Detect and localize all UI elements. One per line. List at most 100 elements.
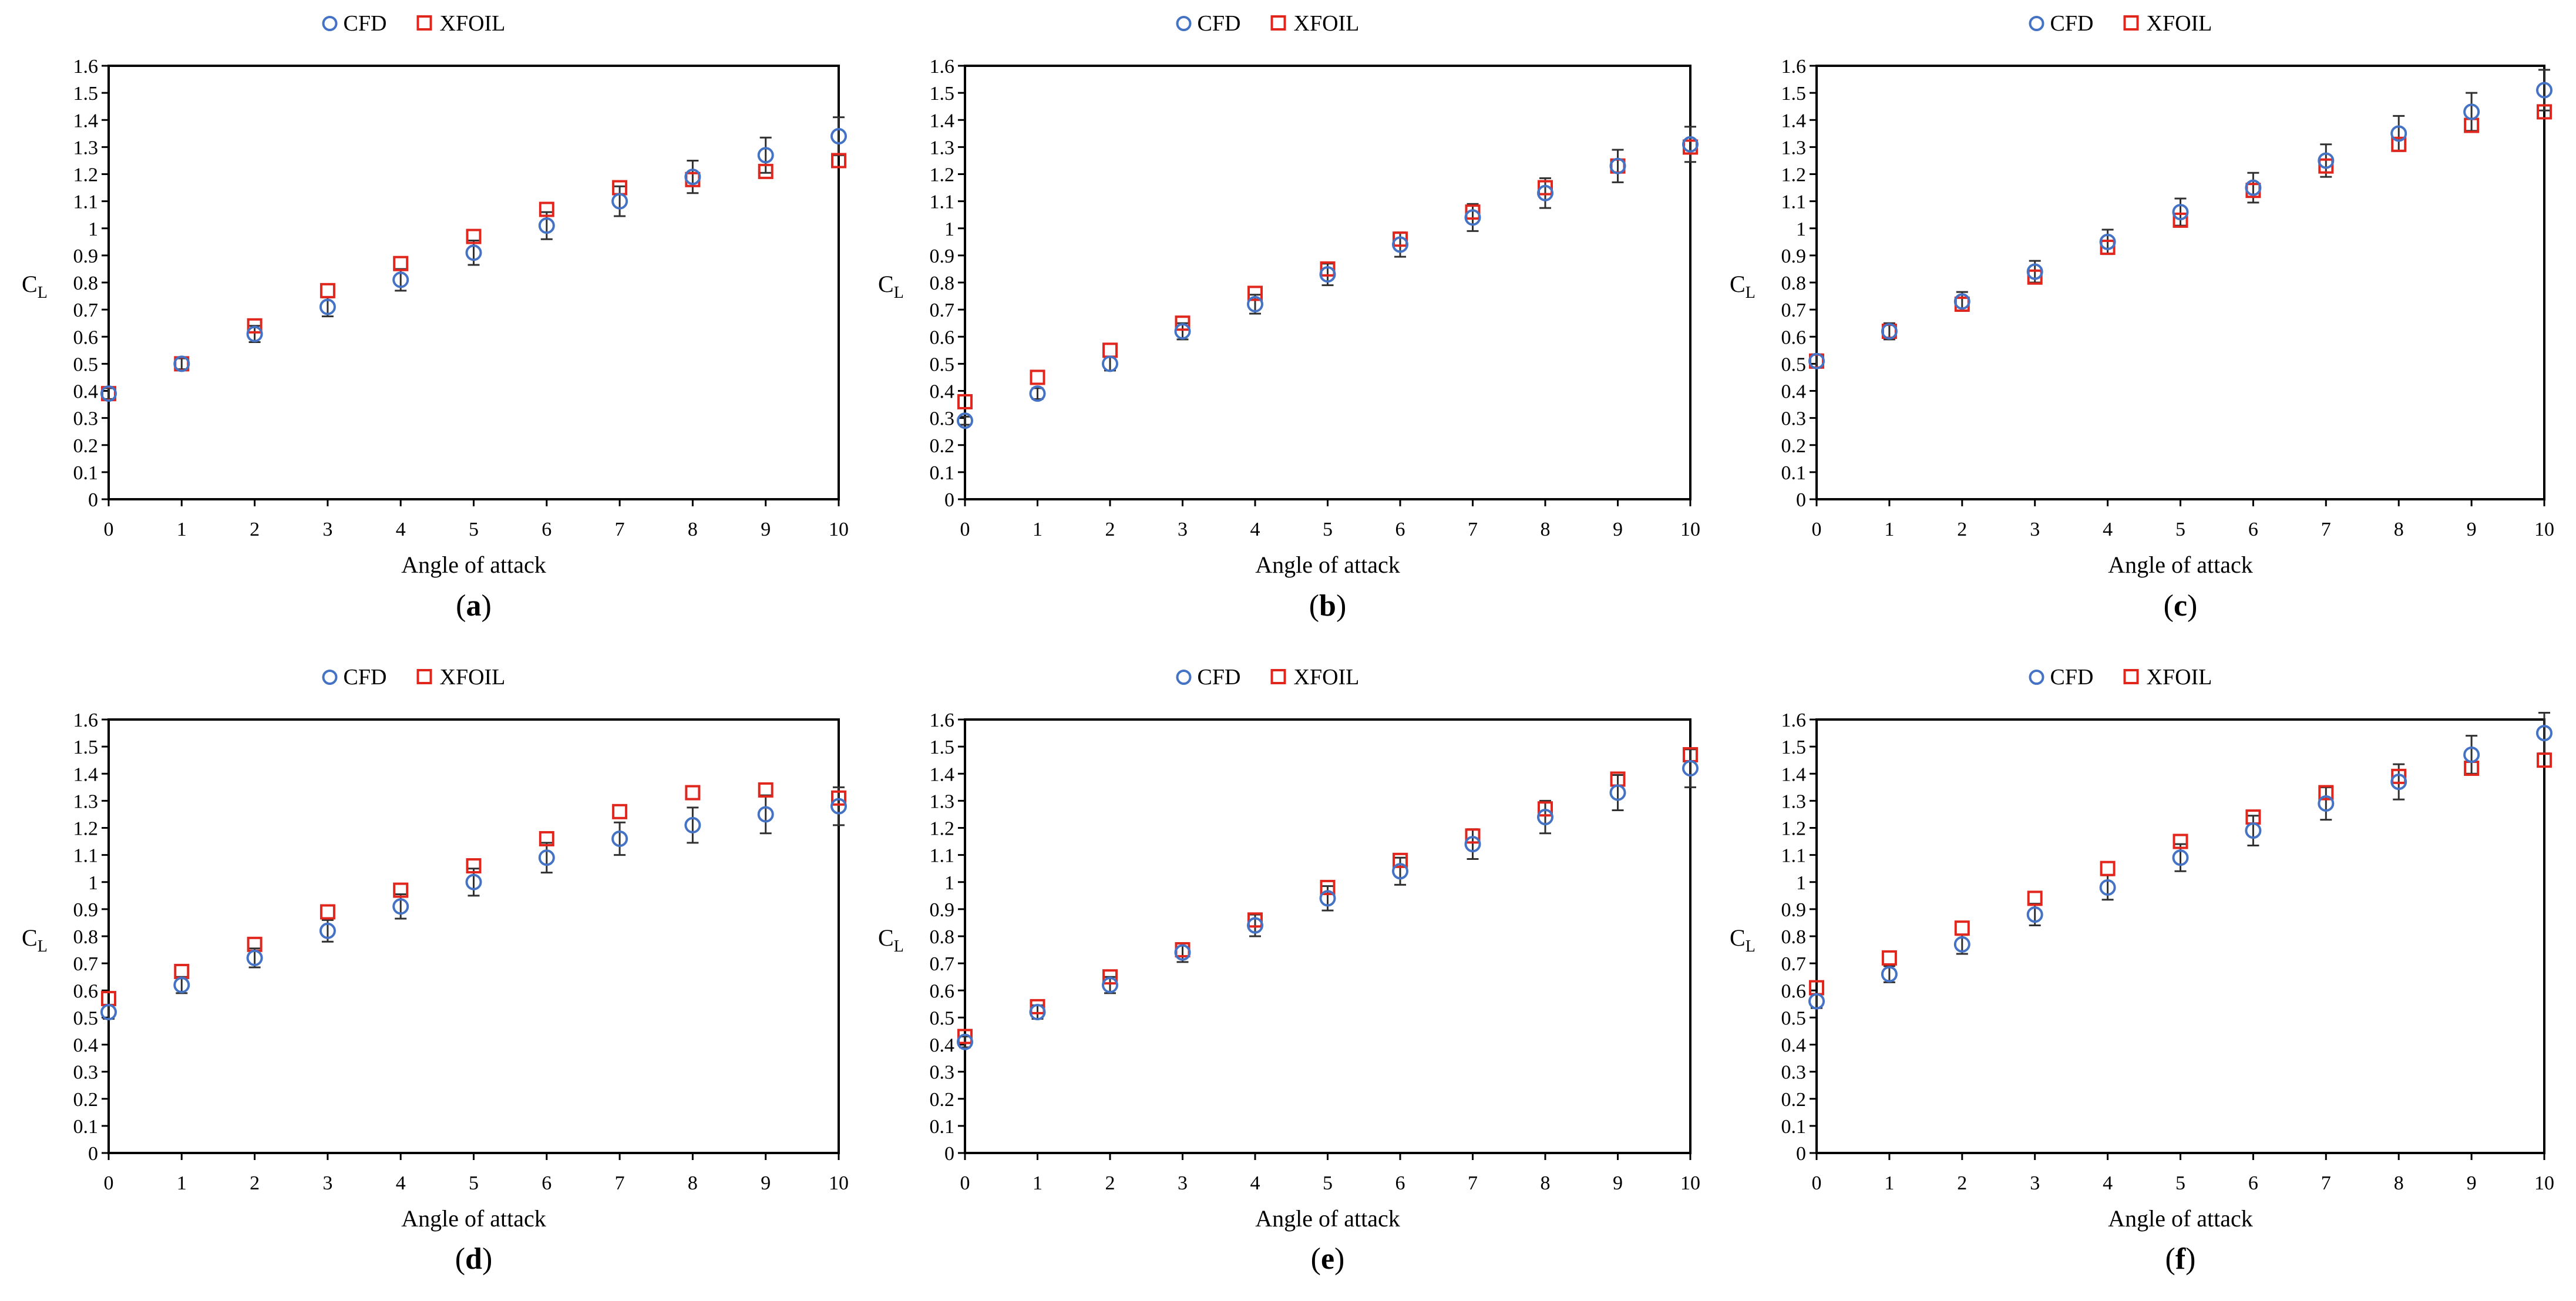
chart-panel-b: 0 0.1 0.2 0.3 0.4 0.5 0.6 0.7 0.8 0.9 1 1.1 1.2 1.3 1.… <box>878 11 1700 623</box>
x-tick-label: 1 <box>1033 1172 1042 1194</box>
y-tick-label: 0.3 <box>1781 408 1807 430</box>
xfoil-point <box>831 790 846 806</box>
y-tick-label: 0.6 <box>930 327 955 348</box>
y-tick-label: 0.9 <box>930 899 955 921</box>
cfd-point <box>392 271 409 288</box>
panel-label-open: ( <box>456 589 466 623</box>
x-tick-label: 8 <box>688 519 698 540</box>
x-tick-label: 2 <box>1957 1172 1967 1194</box>
y-tick-label: 0.2 <box>930 1089 955 1111</box>
cfd-point <box>1953 936 1970 953</box>
cfd-point <box>684 816 701 833</box>
x-tick-label: 6 <box>542 1172 551 1194</box>
legend-cfd-label: CFD <box>344 11 387 36</box>
xfoil-point <box>1393 852 1408 868</box>
y-tick-label: 1.3 <box>1781 137 1807 159</box>
x-tick-label: 8 <box>2394 1172 2404 1194</box>
cfd-point <box>2172 204 2189 221</box>
xfoil-point <box>101 991 116 1007</box>
x-tick-label: 7 <box>1468 519 1478 540</box>
x-tick-label: 5 <box>2175 1172 2185 1194</box>
y-tick-label: 1.2 <box>1781 818 1807 840</box>
y-tick-label: 0.1 <box>1781 1116 1807 1138</box>
xfoil-point <box>2100 240 2116 256</box>
xfoil-point <box>174 963 190 979</box>
y-tick-label: 1.6 <box>73 56 99 78</box>
x-tick-label: 3 <box>1178 1172 1188 1194</box>
y-tick-label: 0 <box>944 1143 954 1165</box>
cfd-point <box>1881 966 1898 983</box>
x-tick-label: 10 <box>829 519 849 540</box>
xfoil-point <box>2391 136 2407 152</box>
cfd-point <box>319 298 336 315</box>
cfd-point <box>1029 1004 1046 1021</box>
legend: CFD XFOIL <box>322 11 505 36</box>
y-tick-label: 0.5 <box>73 1007 99 1029</box>
panel-label-letter: e <box>1321 1242 1334 1276</box>
cfd-point <box>100 1004 117 1021</box>
y-axis-label-main: C <box>1730 271 1746 297</box>
cfd-point <box>1319 890 1336 907</box>
cfd-point <box>1682 760 1699 777</box>
y-tick-label: 1.5 <box>73 737 99 758</box>
cfd-point <box>1102 355 1118 372</box>
legend-cfd-marker <box>322 16 338 31</box>
xfoil-point <box>1465 828 1481 844</box>
cfd-point <box>1953 293 1970 310</box>
x-tick-label: 5 <box>1323 1172 1333 1194</box>
y-axis-label-subscript: L <box>1746 937 1756 956</box>
y-tick-label: 0.7 <box>930 300 955 321</box>
x-tick-label: 4 <box>2103 1172 2113 1194</box>
y-tick-label: 0.5 <box>1781 1007 1807 1029</box>
y-tick-label: 0.3 <box>930 408 955 430</box>
y-axis-label-main: C <box>22 925 38 951</box>
panel-label-close: ) <box>2185 1242 2195 1276</box>
panel-label-close: ) <box>1334 1242 1344 1276</box>
y-tick-label: 0.5 <box>930 354 955 375</box>
y-tick-label: 1.5 <box>930 737 955 758</box>
panel-label: (f) <box>2165 1242 2196 1276</box>
y-tick-label: 0.6 <box>73 980 99 1002</box>
xfoil-point <box>1102 342 1118 358</box>
y-tick-label: 1.1 <box>73 845 99 867</box>
y-tick-label: 1.2 <box>73 818 99 840</box>
y-tick-label: 0.3 <box>73 408 99 430</box>
chart-panel-d: 0 0.1 0.2 0.3 0.4 0.5 0.6 0.7 0.8 0.9 1 1.1 1.2 1.3 1.… <box>22 665 849 1276</box>
x-tick-label: 10 <box>829 1172 849 1194</box>
cfd-point <box>2245 822 2262 839</box>
cfd-point <box>1881 323 1898 340</box>
xfoil-point <box>2100 860 2116 876</box>
y-tick-label: 0.4 <box>73 381 99 403</box>
cfd-point <box>1464 209 1481 226</box>
y-tick-label: 0.9 <box>930 246 955 267</box>
cfd-point <box>1808 352 1825 369</box>
x-tick-label: 3 <box>322 1172 332 1194</box>
cfd-point <box>2099 233 2116 250</box>
x-tick-label: 8 <box>2394 519 2404 540</box>
cfd-point <box>2026 263 2043 280</box>
x-tick-label: 9 <box>761 1172 771 1194</box>
y-axis-label: CL <box>22 271 48 302</box>
panel-label-letter: d <box>465 1242 482 1276</box>
y-tick-label: 0.5 <box>73 354 99 375</box>
y-tick-label: 0.4 <box>930 381 955 403</box>
x-tick-label: 2 <box>1105 1172 1115 1194</box>
y-tick-label: 0.9 <box>1781 899 1807 921</box>
cfd-point <box>684 169 701 186</box>
y-tick-label: 1.2 <box>930 818 955 840</box>
y-tick-label: 1.6 <box>930 56 955 78</box>
legend-xfoil-marker <box>416 15 432 31</box>
y-tick-label: 0.9 <box>1781 246 1807 267</box>
y-tick-label: 0.7 <box>73 953 99 975</box>
y-axis-label: CL <box>878 271 904 302</box>
legend-cfd-label: CFD <box>344 665 387 690</box>
cfd-point <box>957 1033 973 1050</box>
xfoil-point <box>320 283 335 298</box>
xfoil-point <box>2245 809 2261 825</box>
y-tick-label: 0.8 <box>1781 273 1807 294</box>
x-tick-label: 8 <box>1541 519 1551 540</box>
legend-cfd-marker <box>1176 16 1192 31</box>
y-tick-label: 0.7 <box>1781 300 1807 321</box>
plot-frame <box>964 718 1691 1154</box>
panel-label-close: ) <box>1336 589 1346 623</box>
